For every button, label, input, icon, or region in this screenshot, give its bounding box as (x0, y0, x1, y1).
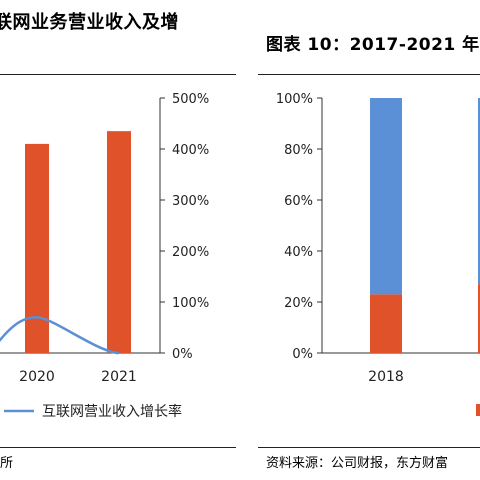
left-bar-2020 (25, 143, 49, 353)
right-title-rule (258, 74, 480, 75)
right-legend-swatch (476, 404, 480, 416)
right-chart-title: 图表 10：2017-2021 年 (266, 35, 480, 55)
right-y-axis-tick-label: 40% (284, 245, 313, 260)
left-x-tick-label: 2020 (19, 369, 55, 385)
left-right-axis-tick-label: 400% (172, 143, 209, 158)
right-bar-bottom-2 (478, 284, 480, 353)
right-bar-top-2 (478, 98, 480, 285)
right-bar-top-2018 (370, 98, 402, 295)
left-bar-2021 (107, 131, 131, 353)
left-legend-label: 互联网营业收入增长率 (42, 403, 182, 420)
left-growth-line (0, 316, 120, 355)
right-chart-source: 资料来源：公司财报，东方财富 (266, 456, 449, 471)
left-right-axis-tick-label: 500% (172, 92, 209, 107)
right-y-axis-tick-label: 0% (292, 347, 313, 362)
left-chart-title: 联网业务营业收入及增 (0, 12, 179, 33)
right-bar-bottom-2018 (370, 294, 402, 353)
left-title-rule (0, 74, 236, 75)
right-y-axis-tick-label: 60% (284, 194, 313, 209)
right-y-axis-tick-label: 80% (284, 143, 313, 158)
right-y-axis-tick-label: 100% (276, 92, 313, 107)
left-right-axis-tick-label: 0% (172, 347, 193, 362)
left-source-rule (0, 447, 236, 448)
left-x-tick-label: 2021 (101, 369, 137, 385)
right-x-tick-label: 2018 (368, 369, 404, 385)
left-chart-source: 所 (0, 456, 14, 471)
left-right-axis-tick-label: 200% (172, 245, 209, 260)
right-source-rule (258, 447, 480, 448)
right-y-axis-tick-label: 20% (284, 296, 313, 311)
left-right-axis-tick-label: 300% (172, 194, 209, 209)
left-right-axis-tick-label: 100% (172, 296, 209, 311)
